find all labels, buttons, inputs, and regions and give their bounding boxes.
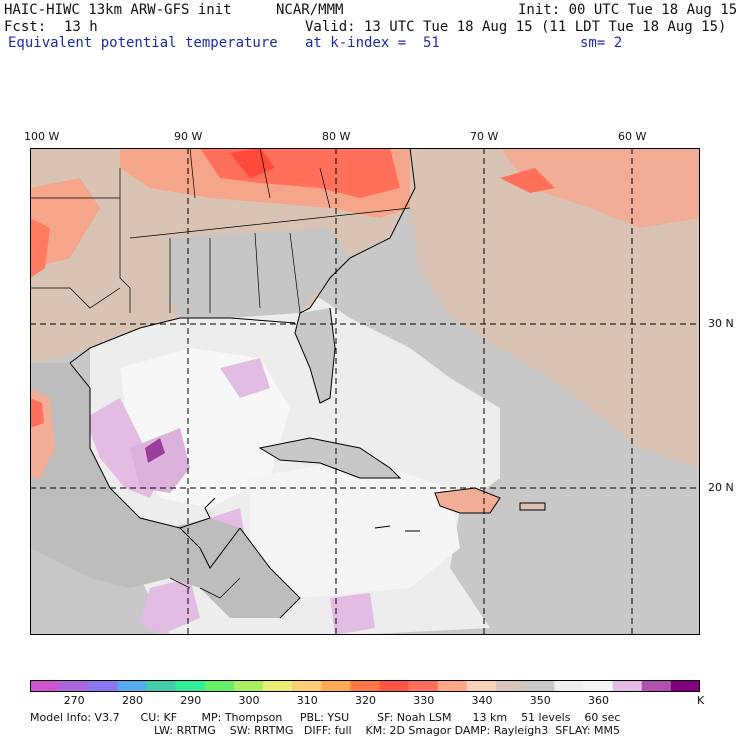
colorbar-tick-label: 290 — [180, 694, 202, 707]
org-label: NCAR/MMM — [276, 2, 344, 18]
colorbar-tick-label: 320 — [355, 694, 376, 707]
lat-label-20n: 20 N — [708, 481, 734, 494]
mexico-hot-coast — [30, 398, 44, 428]
colorbar-swatch — [204, 680, 235, 692]
colorbar-swatch — [583, 680, 614, 692]
political-borders — [30, 148, 411, 599]
colorbar-swatch — [408, 680, 439, 692]
model-title: HAIC-HIWC 13km ARW-GFS init — [4, 2, 232, 18]
colorbar-swatch — [466, 680, 497, 692]
colorbar-swatch — [641, 680, 672, 692]
theta-e-map — [30, 148, 700, 635]
colorbar-tick-label: 360 — [588, 694, 610, 707]
init-time: Init: 00 UTC Tue 18 Aug 15 — [518, 2, 738, 18]
forecast-label: Fcst: — [4, 19, 47, 35]
colorbar-swatch — [292, 680, 322, 692]
puerto-rico — [520, 503, 545, 510]
colorbar-swatch — [612, 680, 643, 692]
colorbar-swatch — [554, 680, 584, 692]
colorbar-unit: K — [697, 694, 705, 707]
central-america — [170, 518, 300, 618]
model-info-line1: Model Info: V3.7 CU: KF MP: Thompson PBL… — [30, 711, 621, 724]
graticule — [30, 148, 700, 635]
valid-time: Valid: 13 UTC Tue 18 Aug 15 (11 LDT Tue … — [305, 19, 727, 35]
us-gray-southeast — [170, 228, 350, 318]
colorbar-tick-label: 300 — [238, 694, 260, 707]
gulf-purple — [145, 438, 165, 463]
caribbean-white — [250, 458, 460, 598]
colorbar-tick-label: 350 — [529, 694, 551, 707]
colorbar-swatch — [350, 680, 381, 692]
atlantic-warm-region — [500, 148, 700, 228]
colorbar — [30, 680, 700, 692]
colorbar-tick-label: 310 — [296, 694, 318, 707]
lat-label-30n: 30 N — [708, 317, 734, 330]
forecast-hour: 13 h — [64, 19, 98, 35]
colorbar-tick-label: 270 — [63, 694, 85, 707]
texas-warm — [30, 218, 50, 278]
colorbar-swatch — [263, 680, 293, 692]
colorbar-frame — [30, 680, 700, 692]
colorbar-swatch — [59, 680, 89, 692]
atlantic-tan-region — [410, 148, 700, 468]
colorbar-tick-label: 340 — [471, 694, 493, 707]
florida — [295, 308, 335, 403]
level-label: at k-index = 51 — [305, 35, 440, 51]
colorbar-swatch — [175, 680, 206, 692]
colorbar-swatch — [88, 680, 118, 692]
colorbar-swatch — [379, 680, 410, 692]
carib-lavender-2 — [330, 593, 375, 635]
colorbar-swatch — [30, 680, 60, 692]
hispaniola — [435, 488, 500, 513]
colorbar-swatch — [525, 680, 555, 692]
colorbar-swatch — [437, 680, 468, 692]
colorbar-swatch — [670, 680, 700, 692]
us-hottest — [230, 148, 275, 178]
model-info-line2: LW: RRTMG SW: RRTMG DIFF: full KM: 2D Sm… — [154, 724, 620, 737]
field-name: Equivalent potential temperature — [8, 35, 278, 51]
smoothing-label: sm= 2 — [580, 35, 623, 51]
colorbar-tick-label: 280 — [121, 694, 143, 707]
gulf-lavender-2 — [130, 428, 190, 493]
carib-lavender-1 — [140, 578, 200, 635]
cuba — [260, 438, 400, 478]
lon-label-70w: 70 W — [470, 130, 499, 143]
lon-label-80w: 80 W — [322, 130, 351, 143]
colorbar-swatch — [117, 680, 148, 692]
colorbar-swatch — [146, 680, 177, 692]
gulf-lavender-3 — [220, 358, 270, 398]
lon-label-100w: 100 W — [24, 130, 60, 143]
lon-label-90w: 90 W — [174, 130, 203, 143]
map-frame — [30, 148, 700, 635]
mexico — [30, 363, 200, 588]
lon-label-60w: 60 W — [618, 130, 647, 143]
atlantic-hot-patch — [500, 168, 555, 193]
colorbar-swatch — [321, 680, 351, 692]
colorbar-swatch — [233, 680, 264, 692]
colorbar-swatch — [496, 680, 526, 692]
colorbar-tick-label: 330 — [413, 694, 435, 707]
